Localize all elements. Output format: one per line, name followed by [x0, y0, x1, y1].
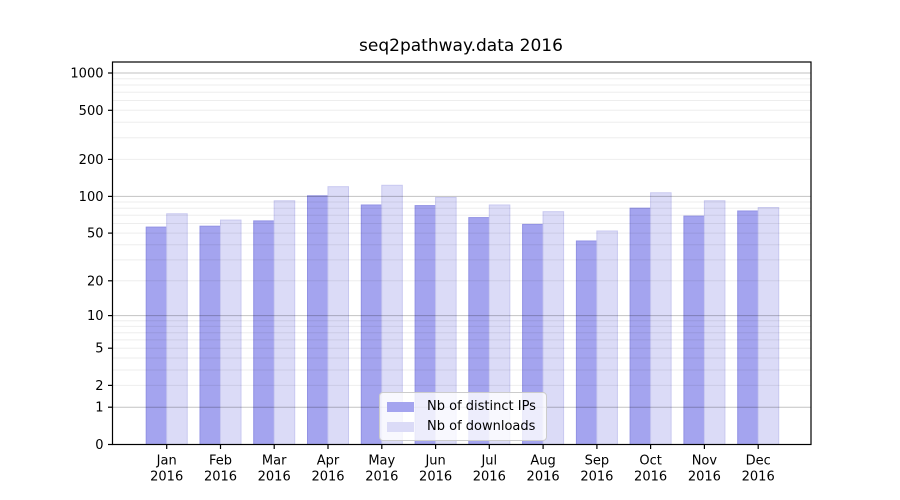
- x-tick-label-month: Mar: [262, 454, 287, 469]
- y-tick-label: 1000: [70, 67, 103, 82]
- x-tick-label-month: Apr: [317, 454, 340, 469]
- legend-label-downloads: Nb of downloads: [427, 419, 536, 434]
- x-tick-label-year: 2016: [150, 470, 183, 485]
- x-tick-label-year: 2016: [742, 470, 775, 485]
- x-tick-label-month: Nov: [692, 454, 718, 469]
- x-tick-label-year: 2016: [688, 470, 721, 485]
- x-tick-label-year: 2016: [634, 470, 667, 485]
- y-tick-label: 10: [87, 309, 104, 324]
- x-tick-label-month: Aug: [530, 454, 555, 469]
- x-tick-label-year: 2016: [419, 470, 452, 485]
- x-tick-label-month: Dec: [746, 454, 771, 469]
- chart-legend: Nb of distinct IPs Nb of downloads: [379, 392, 547, 441]
- legend-swatch-downloads: [387, 421, 414, 432]
- x-tick-label-month: Sep: [585, 454, 610, 469]
- legend-label-distinct-ips: Nb of distinct IPs: [427, 399, 536, 414]
- legend-item-downloads: Nb of downloads: [387, 420, 538, 433]
- y-tick-label: 1: [95, 401, 103, 416]
- y-tick-label: 50: [87, 227, 104, 242]
- plot-border: [111, 61, 812, 446]
- x-tick-label-month: Feb: [209, 454, 232, 469]
- y-tick-label: 0: [95, 438, 103, 453]
- y-tick-label: 500: [79, 104, 104, 119]
- legend-item-distinct-ips: Nb of distinct IPs: [387, 400, 538, 413]
- bar-distinct-ips-dec: [737, 210, 759, 445]
- bar-downloads-sep: [596, 230, 618, 445]
- bar-distinct-ips-sep: [575, 240, 598, 445]
- x-tick-label-month: Jun: [424, 454, 445, 469]
- bars-group: [145, 184, 780, 446]
- x-tick-label-year: 2016: [580, 470, 613, 485]
- x-tick-label-month: Jul: [480, 454, 497, 469]
- bar-downloads-mar: [273, 200, 296, 445]
- x-tick-label-year: 2016: [527, 470, 560, 485]
- y-tick-label: 100: [79, 190, 104, 205]
- tick-marks: [108, 72, 759, 449]
- x-tick-label-year: 2016: [204, 470, 237, 485]
- legend-swatch-distinct-ips: [387, 401, 414, 412]
- y-tick-label: 5: [95, 342, 103, 357]
- x-tick-label-month: Jan: [156, 454, 177, 469]
- bar-distinct-ips-nov: [683, 215, 705, 445]
- bar-distinct-ips-feb: [199, 225, 221, 445]
- x-tick-label-year: 2016: [258, 470, 291, 485]
- y-tick-label: 200: [79, 153, 104, 168]
- x-tick-label-year: 2016: [365, 470, 398, 485]
- y-tick-label: 2: [95, 379, 103, 394]
- tick-labels: 01251020501002005001000Jan2016Feb2016Mar…: [70, 67, 774, 485]
- minor-gridlines: [112, 78, 811, 386]
- x-tick-label-year: 2016: [311, 470, 344, 485]
- x-tick-label-year: 2016: [473, 470, 506, 485]
- axes-spines: [111, 61, 812, 446]
- chart-title: seq2pathway.data 2016: [359, 36, 563, 56]
- y-tick-label: 20: [87, 274, 104, 289]
- bar-downloads-nov: [703, 200, 726, 445]
- bar-downloads-jan: [166, 213, 188, 445]
- x-tick-label-month: May: [368, 454, 395, 469]
- x-tick-label-month: Oct: [639, 454, 661, 469]
